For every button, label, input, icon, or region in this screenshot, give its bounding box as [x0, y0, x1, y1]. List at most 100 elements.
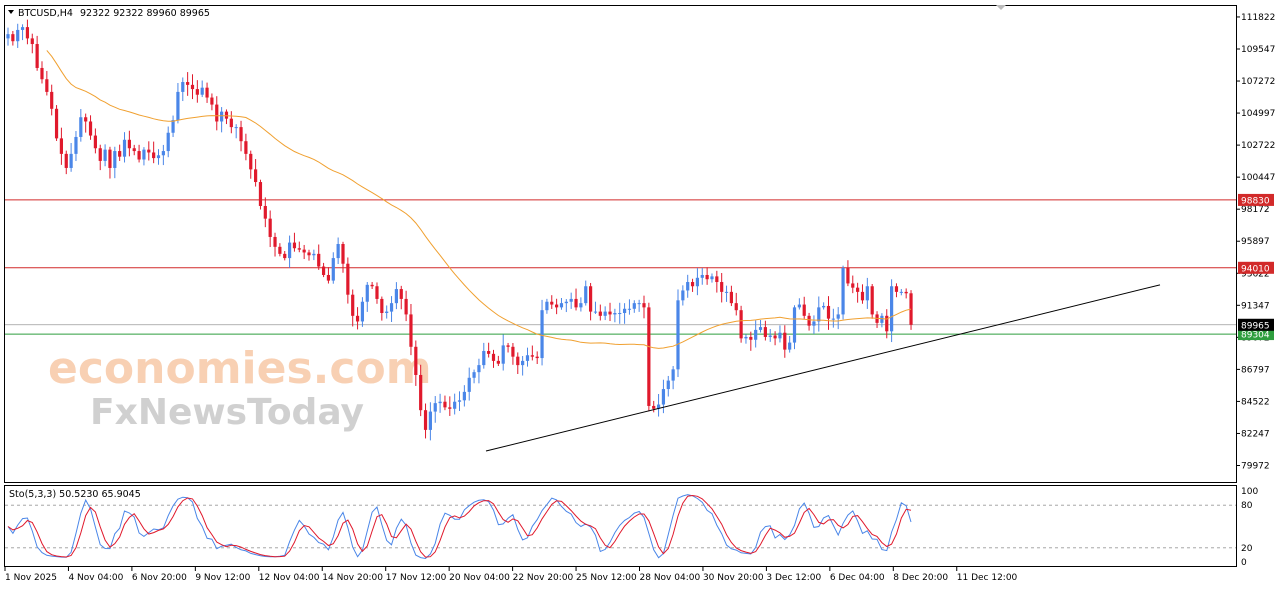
- candle-body: [84, 117, 88, 122]
- candle-body: [690, 282, 695, 287]
- candle-body: [622, 308, 627, 314]
- candle-body: [414, 346, 418, 375]
- chevron-down-icon[interactable]: [8, 10, 14, 14]
- candle-body: [210, 97, 214, 105]
- price-tick-label: 84522: [1241, 397, 1270, 407]
- candle-body: [603, 311, 607, 316]
- candle: [278, 243, 282, 257]
- candle: [147, 141, 151, 161]
- candle-body: [283, 253, 287, 259]
- candle-body: [127, 139, 131, 149]
- symbol-label: BTCUSD,H4: [18, 8, 73, 19]
- candle-body: [171, 120, 175, 133]
- candle: [584, 280, 588, 306]
- candle-body: [419, 374, 423, 411]
- watermark-fxnewstoday: FxNewsToday: [90, 392, 364, 433]
- candle-body: [375, 286, 379, 299]
- candle-body: [894, 286, 899, 292]
- candle: [399, 285, 403, 310]
- candle: [894, 283, 899, 298]
- candle-body: [535, 356, 539, 359]
- level-label-89304: 89304: [1241, 331, 1270, 341]
- candle: [98, 144, 102, 171]
- candle-body: [890, 286, 894, 332]
- candle-body: [278, 246, 282, 254]
- candle: [846, 260, 850, 287]
- candle: [627, 299, 632, 315]
- candle: [321, 262, 326, 278]
- price-tick-label: 107272: [1241, 77, 1275, 87]
- candle: [477, 358, 481, 384]
- price-tick-label: 104997: [1241, 109, 1275, 119]
- candle-body: [574, 298, 578, 308]
- candle-body: [351, 294, 355, 316]
- price-tick-label: 91347: [1241, 301, 1270, 311]
- candle-body: [103, 149, 107, 161]
- candle-body: [841, 267, 845, 315]
- price-tick-label: 100447: [1241, 173, 1275, 183]
- stoch-scale-label: 100: [1241, 487, 1258, 497]
- candle-body: [176, 91, 180, 121]
- candle: [205, 82, 209, 103]
- ascending-trendline[interactable]: [485, 284, 1161, 452]
- candle: [710, 273, 714, 283]
- candle: [559, 298, 564, 310]
- main-pane-frame: [4, 5, 1237, 483]
- candle: [50, 84, 54, 116]
- candle-body: [491, 353, 496, 361]
- candle-body: [627, 308, 632, 310]
- watermark-economies: economies.com: [48, 343, 432, 394]
- candle-body: [909, 293, 913, 325]
- candle: [6, 27, 10, 46]
- candle: [589, 282, 593, 321]
- scroll-marker-icon[interactable]: [996, 5, 1006, 10]
- time-tick-label: 30 Nov 20:00: [703, 573, 764, 583]
- candle-body: [686, 282, 690, 291]
- candle-body: [258, 182, 263, 206]
- candle-body: [404, 298, 408, 315]
- ohlc-readout: 92322 92322 89960 89965: [80, 8, 210, 19]
- candle: [540, 299, 544, 366]
- candle-body: [613, 313, 617, 315]
- candle-body: [637, 303, 641, 305]
- candle-body: [88, 121, 93, 136]
- candle-body: [45, 79, 49, 92]
- candle-body: [142, 149, 146, 160]
- candle: [909, 290, 913, 330]
- candle: [113, 146, 117, 179]
- candle: [608, 302, 612, 322]
- candle-body: [778, 332, 782, 339]
- candle: [637, 299, 641, 312]
- candle: [30, 33, 34, 54]
- candle: [535, 351, 539, 365]
- candle-body: [589, 286, 593, 312]
- candle: [739, 305, 743, 343]
- candle-body: [545, 301, 549, 311]
- candle-body: [457, 400, 462, 402]
- candle: [467, 367, 471, 401]
- candle: [496, 355, 500, 367]
- time-tick-label: 22 Nov 20:00: [513, 573, 574, 583]
- candle-body: [292, 242, 297, 249]
- candle-body: [380, 298, 384, 314]
- candle: [224, 109, 229, 125]
- moving-average-line: [46, 50, 912, 349]
- candle: [671, 366, 675, 390]
- candle: [346, 257, 350, 304]
- candle: [268, 210, 272, 248]
- candle: [326, 267, 331, 284]
- time-tick-label: 25 Nov 12:00: [576, 573, 637, 583]
- candle: [457, 391, 462, 412]
- candle-body: [467, 377, 471, 392]
- candle-body: [341, 244, 345, 264]
- candle-body: [166, 132, 170, 152]
- candle: [283, 250, 287, 261]
- candle-body: [462, 391, 466, 401]
- candle-body: [448, 407, 452, 409]
- price-tick-label: 111822: [1241, 13, 1275, 23]
- candle-body: [30, 38, 34, 45]
- candle: [865, 277, 869, 309]
- candle: [462, 385, 466, 407]
- candle: [720, 273, 724, 303]
